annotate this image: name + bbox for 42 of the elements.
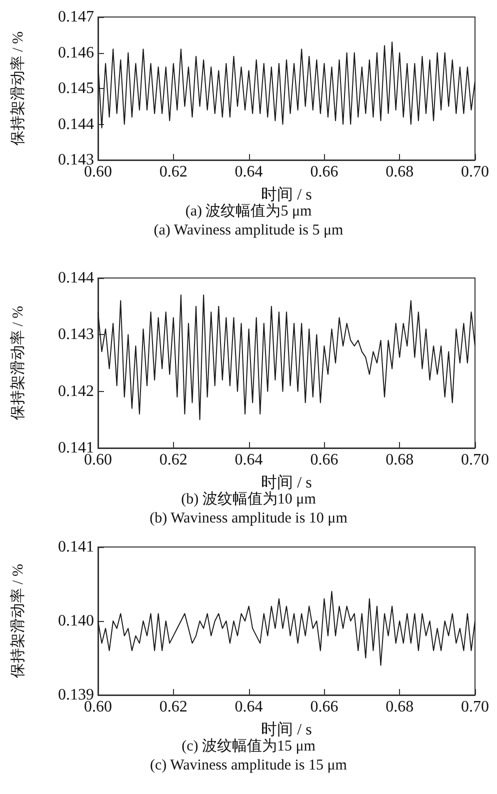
y-tick-label: 0.146 — [58, 44, 94, 62]
y-tick-label: 0.145 — [58, 80, 94, 97]
y-axis-title: 保持架滑动率 / % — [10, 306, 26, 420]
x-tick-label: 0.60 — [84, 164, 112, 180]
y-tick-label: 0.144 — [58, 270, 94, 286]
y-tick-label: 0.144 — [58, 116, 94, 133]
line-series — [98, 590, 476, 666]
text: (c) 波纹幅值为15 μm — [182, 738, 316, 754]
line-series — [98, 42, 476, 128]
x-tick-label: 0.68 — [386, 164, 414, 180]
text: (b) Waviness amplitude is 10 μm — [150, 510, 348, 526]
x-tick-label: 0.70 — [461, 698, 489, 716]
x-tick-label: 0.64 — [234, 164, 263, 180]
text: (c) Waviness amplitude is 15 μm — [150, 758, 348, 774]
y-tick-label: 0.142 — [58, 382, 94, 400]
x-tick-label: 0.70 — [461, 452, 489, 468]
x-tick-label: 0.66 — [310, 698, 338, 716]
y-tick-label: 0.140 — [58, 612, 94, 630]
x-tick-label: 0.62 — [159, 164, 188, 180]
x-axis-title: 时间 / s — [261, 720, 312, 738]
y-tick-label: 0.141 — [58, 538, 94, 556]
y-tick-label: 0.147 — [58, 8, 94, 26]
x-tick-label: 0.66 — [310, 452, 338, 468]
x-tick-label: 0.68 — [386, 452, 414, 468]
x-tick-label: 0.62 — [159, 698, 188, 716]
line-series — [98, 294, 476, 420]
x-tick-label: 0.70 — [461, 164, 489, 180]
text: (b) 波纹幅值为10 μm — [181, 490, 316, 508]
x-tick-label: 0.68 — [386, 698, 414, 716]
x-tick-label: 0.60 — [84, 452, 112, 468]
text: (a) 波纹幅值为5 μm — [185, 202, 312, 220]
x-tick-label: 0.62 — [159, 452, 188, 468]
x-tick-label: 0.60 — [84, 698, 112, 716]
y-axis-title: 保持架滑动率 / % — [10, 31, 26, 146]
y-tick-label: 0.143 — [58, 326, 94, 344]
x-tick-label: 0.64 — [234, 452, 263, 468]
x-tick-label: 0.64 — [234, 698, 263, 716]
y-axis-title: 保持架滑动率 / % — [10, 564, 26, 678]
x-axis-title: 时间 / s — [261, 474, 312, 492]
text: (a) Waviness amplitude is 5 μm — [154, 222, 344, 238]
x-axis-title: 时间 / s — [261, 186, 312, 204]
x-tick-label: 0.66 — [310, 164, 338, 180]
